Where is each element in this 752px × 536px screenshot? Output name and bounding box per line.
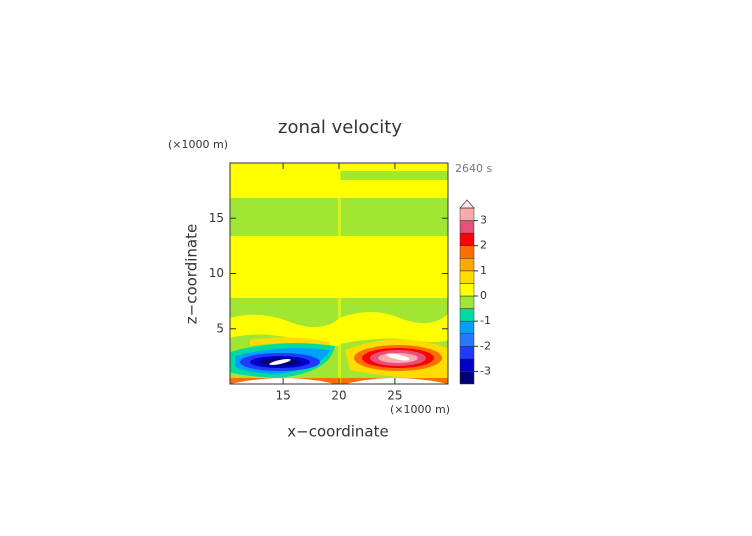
x-axis-label: x−coordinate bbox=[287, 423, 388, 441]
x-tick-label: 25 bbox=[387, 389, 402, 403]
colorbar-tick-label: -2 bbox=[480, 339, 491, 352]
y-unit: (×1000 m) bbox=[168, 138, 228, 151]
x-unit: (×1000 m) bbox=[390, 403, 450, 416]
colorbar-tick-label: 3 bbox=[480, 214, 487, 227]
chart-title: zonal velocity bbox=[278, 117, 402, 138]
colorbar-band bbox=[459, 283, 475, 297]
colorbar-tick-label: -3 bbox=[480, 364, 491, 377]
colorbar-band bbox=[459, 295, 475, 309]
x-tick-label: 15 bbox=[275, 389, 290, 403]
colorbar-tick-label: 0 bbox=[480, 289, 487, 302]
y-tick-label: 5 bbox=[216, 321, 224, 335]
time-label: 2640 s bbox=[455, 162, 492, 175]
contour-field bbox=[230, 163, 448, 384]
colorbar-tick-label: 2 bbox=[480, 239, 487, 252]
colorbar-band bbox=[459, 270, 475, 284]
x-tick-label: 20 bbox=[331, 389, 346, 403]
colorbar-extend bbox=[459, 199, 475, 209]
colorbar-band bbox=[459, 371, 475, 385]
colorbar-band bbox=[459, 320, 475, 334]
colorbar-band bbox=[459, 346, 475, 360]
colorbar-band bbox=[459, 333, 475, 347]
colorbar-band bbox=[459, 245, 475, 259]
colorbar-tick-label: -1 bbox=[480, 314, 491, 327]
colorbar-band bbox=[459, 232, 475, 246]
colorbar-band bbox=[459, 358, 475, 372]
colorbar-band bbox=[459, 308, 475, 322]
colorbar-band bbox=[459, 220, 475, 234]
colorbar-tick-label: 1 bbox=[480, 264, 487, 277]
colorbar-band bbox=[459, 258, 475, 272]
y-tick-label: 15 bbox=[209, 211, 224, 225]
y-tick-label: 10 bbox=[209, 266, 224, 280]
y-axis-label: z−coordinate bbox=[183, 224, 201, 324]
colorbar-band bbox=[459, 207, 475, 221]
